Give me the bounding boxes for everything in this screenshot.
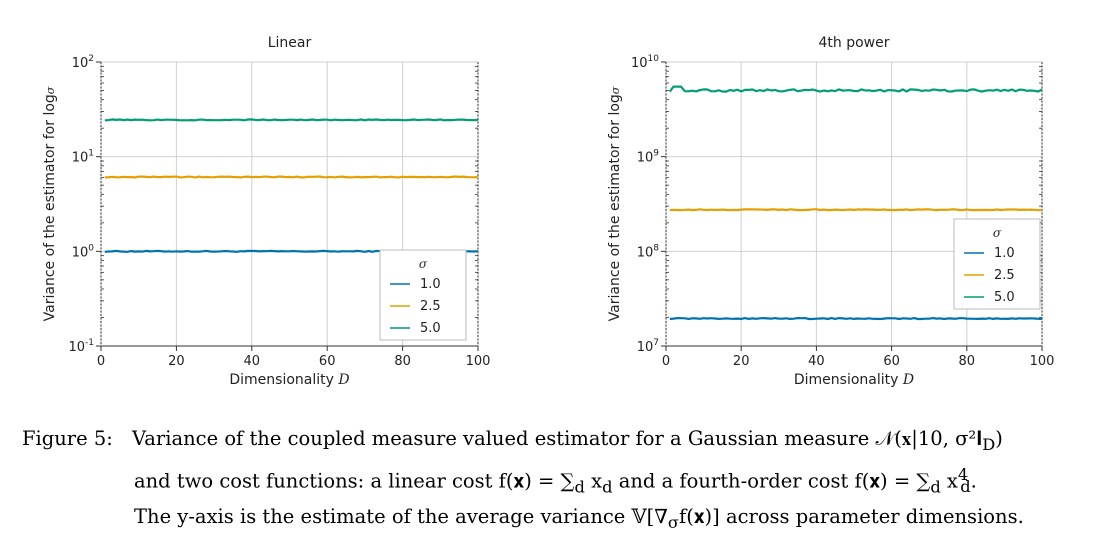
- x-axis-label: Dimensionality D: [794, 372, 914, 388]
- caption-line-2-tail2: x: [940, 469, 958, 493]
- chart-title: 4th power: [819, 35, 890, 51]
- caption-line-2-end: .: [970, 469, 977, 493]
- caption-line-2: and two cost functions: a linear cost f(…: [134, 469, 575, 493]
- x-tick-label: 40: [244, 354, 261, 369]
- caption-sub: d: [960, 477, 971, 497]
- x-tick-label: 80: [959, 354, 976, 369]
- legend-label-1.0: 1.0: [994, 246, 1015, 261]
- x-tick-label: 20: [733, 354, 750, 369]
- caption-line-3: The y-axis is the estimate of the averag…: [134, 505, 668, 529]
- x-axis-label: Dimensionality D: [229, 372, 349, 388]
- caption-sub: σ: [667, 513, 679, 533]
- caption-sub: d: [930, 477, 941, 497]
- series-line-5.0: [104, 118, 479, 122]
- x-tick-label: 100: [466, 354, 491, 369]
- y-tick-label: 101: [72, 149, 94, 166]
- series-line-5.0: [668, 85, 1043, 93]
- x-tick-label: 60: [883, 354, 900, 369]
- y-tick-label: 107: [637, 338, 659, 355]
- legend-title: σ: [993, 226, 1002, 240]
- legend-label-5.0: 5.0: [420, 321, 441, 336]
- caption-sub: d: [602, 477, 613, 497]
- x-tick-label: 0: [662, 354, 670, 369]
- caption-line-3-end: f(𝐱)] across parameter dimensions.: [679, 505, 1024, 529]
- legend-title: σ: [419, 257, 428, 271]
- series-line-2.5: [104, 175, 479, 179]
- legend: σ 1.0 2.5 5.0: [953, 218, 1041, 310]
- fourth-power-chart: 0 20 40 60 80 100 107 108 109 1010 4th power Dimens…: [607, 35, 1054, 388]
- caption-label: Figure 5:: [22, 427, 113, 450]
- y-tick-label: 109: [637, 149, 660, 166]
- y-tick-label: 1010: [631, 54, 659, 71]
- legend-label-2.5: 2.5: [420, 299, 441, 314]
- y-axis-label: Variance of the estimator for logσ: [607, 86, 623, 321]
- legend-label-1.0: 1.0: [420, 277, 441, 292]
- legend-label-2.5: 2.5: [994, 268, 1015, 283]
- x-tick-label: 20: [168, 354, 185, 369]
- linear-chart: 0 20 40 60 80 100 10-1 100 101 102 Linear Dimension…: [42, 35, 490, 388]
- y-tick-label: 102: [72, 54, 94, 71]
- figure-charts: 0 20 40 60 80 100 10-1 100 101 102 Linear Dimension…: [42, 35, 1054, 388]
- caption-sub: d: [574, 477, 585, 497]
- axes: [661, 61, 1043, 351]
- caption-line-1-end: ): [995, 427, 1003, 450]
- x-tick-label: 0: [97, 354, 105, 369]
- caption-sub: D: [982, 434, 996, 454]
- y-tick-label: 100: [72, 243, 95, 260]
- legend: σ 1.0 2.5 5.0: [379, 249, 467, 341]
- caption-line-2-mid: x: [584, 469, 603, 493]
- legend-box: [379, 249, 467, 341]
- series-line-2.5: [669, 208, 1043, 212]
- caption-line-2-tail: and a fourth-order cost f(𝐱) = ∑: [612, 469, 931, 493]
- caption-line-1: Variance of the coupled measure valued e…: [132, 427, 983, 450]
- series-line-1.0: [669, 317, 1043, 321]
- x-tick-label: 100: [1030, 354, 1055, 369]
- chart-title: Linear: [268, 35, 312, 51]
- x-tick-label: 40: [808, 354, 825, 369]
- caption-sup: 4: [957, 464, 969, 484]
- y-tick-label: 108: [637, 243, 660, 260]
- legend-box: [953, 218, 1041, 310]
- x-tick-label: 80: [394, 354, 411, 369]
- x-tick-label: 60: [319, 354, 336, 369]
- figure-caption: Figure 5: Variance of the coupled measure…: [22, 424, 1108, 538]
- y-axis-label: Variance of the estimator for logσ: [42, 86, 58, 321]
- y-tick-label: 10-1: [68, 338, 94, 355]
- legend-label-5.0: 5.0: [994, 290, 1015, 305]
- axes: [96, 61, 479, 351]
